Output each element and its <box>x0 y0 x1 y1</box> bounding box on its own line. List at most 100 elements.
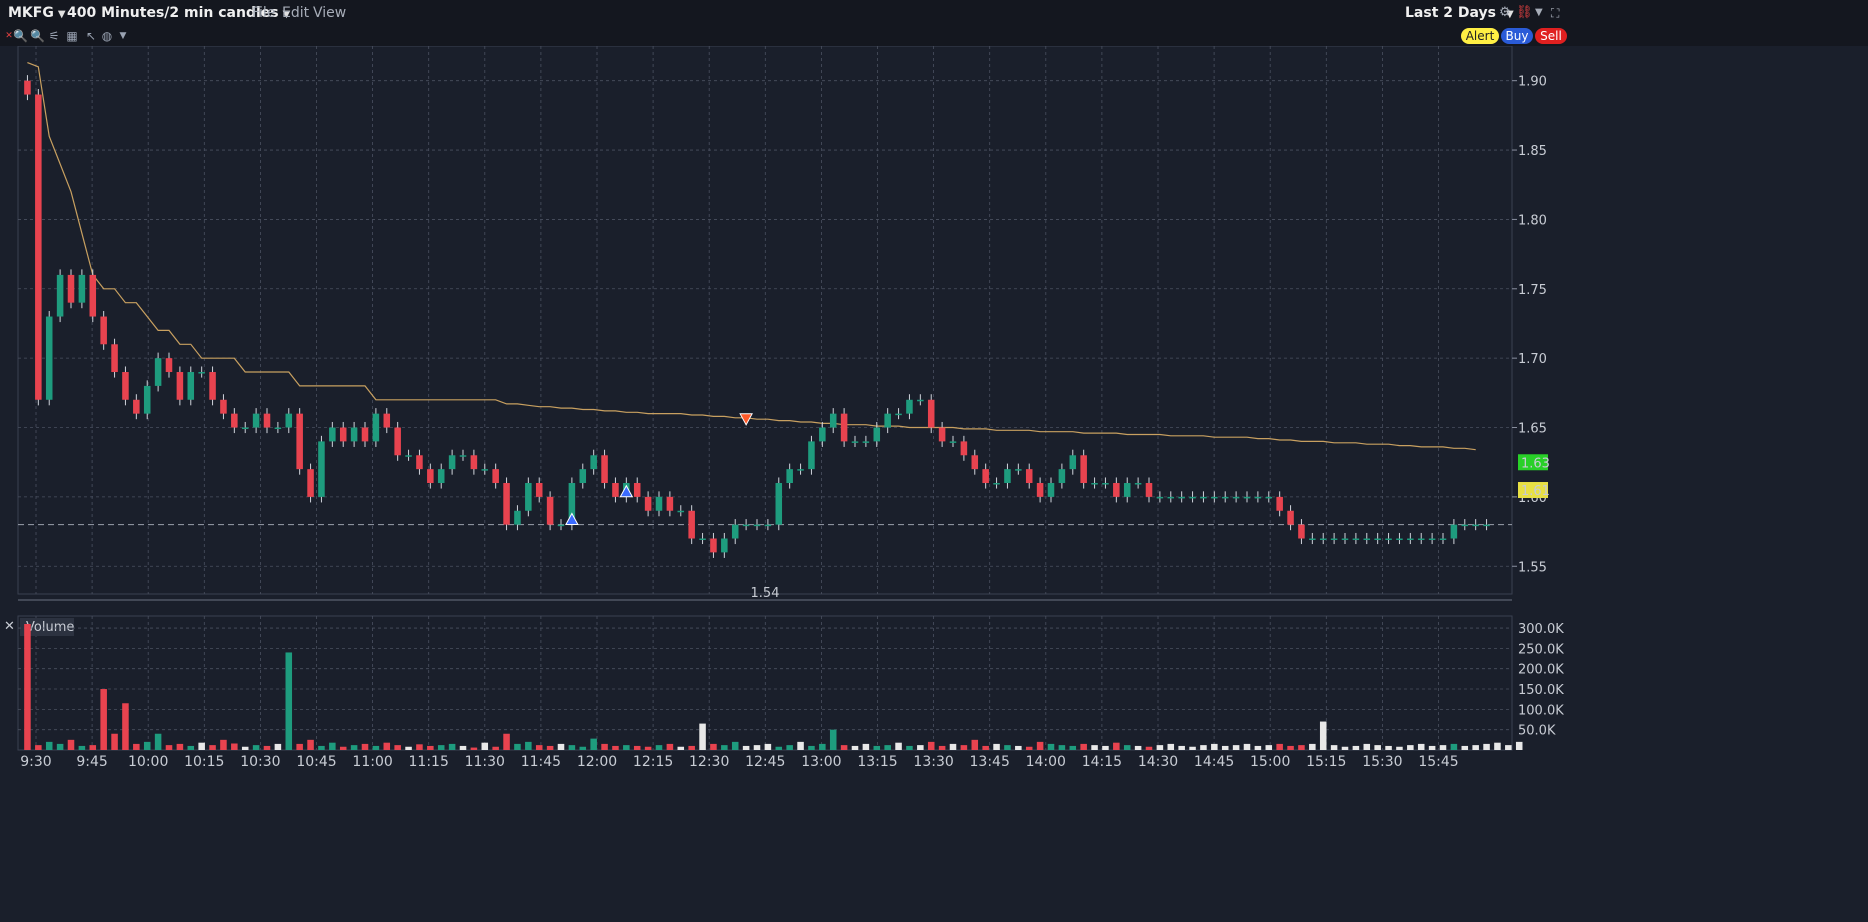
candle-body <box>1276 496 1283 511</box>
volume-bar <box>1309 743 1316 750</box>
candle-body <box>1080 455 1087 484</box>
link-icon[interactable]: ⛓ <box>1516 5 1533 20</box>
candle-body <box>1461 524 1469 527</box>
volume-bar <box>568 745 576 750</box>
volume-bar <box>372 745 380 750</box>
volume-bar <box>1407 745 1414 750</box>
candle-body <box>1341 538 1349 541</box>
close-icon[interactable]: ✕ <box>4 619 15 634</box>
candle-body <box>329 427 336 442</box>
volume-bar <box>427 745 434 750</box>
globe-icon[interactable]: ◍ <box>101 29 113 43</box>
candle-body <box>742 524 750 527</box>
chevron-down-icon[interactable]: ▼ <box>1535 7 1543 18</box>
cursor-icon[interactable]: ↖ <box>85 29 97 43</box>
volume-bar <box>448 743 456 750</box>
candle-body <box>1134 483 1142 485</box>
time-tick-label: 10:30 <box>240 754 280 770</box>
volume-bar <box>535 745 543 750</box>
volume-bar <box>405 746 412 750</box>
candle-body <box>383 413 391 428</box>
volume-bar <box>1515 741 1523 750</box>
candle-body <box>296 413 303 470</box>
volume-bar <box>1352 745 1360 750</box>
candle-body <box>1319 538 1327 541</box>
volume-bar <box>45 741 53 750</box>
volume-bar <box>459 745 467 750</box>
candle-body <box>339 427 347 442</box>
volume-tick-label: 50.0K <box>1518 724 1556 739</box>
volume-bar <box>797 741 804 750</box>
candle-body <box>1417 538 1425 541</box>
volume-bar <box>252 745 260 750</box>
candle-body <box>1069 455 1077 470</box>
calendar-icon[interactable]: ▦ <box>66 29 78 43</box>
zoom-out-icon[interactable]: 🔍 <box>30 29 45 43</box>
candle-body <box>884 413 891 428</box>
crosshair-icon[interactable]: ⚟ <box>48 29 60 43</box>
sell-signal-marker <box>739 413 753 426</box>
settings-icon[interactable]: ⚙ <box>1499 5 1511 20</box>
candle-body <box>1058 469 1066 484</box>
sell-button[interactable]: Sell <box>1535 28 1567 44</box>
volume-bar <box>731 741 739 750</box>
volume-bar <box>982 745 989 750</box>
buy-signal-marker <box>619 484 634 498</box>
volume-bar <box>514 743 521 750</box>
chevron-down-icon[interactable]: ▼ <box>119 31 127 41</box>
range-selector[interactable]: Last 2 Days ▼ <box>1405 4 1514 24</box>
interval-selector[interactable]: 400 Minutes/2 min candles ▼ <box>67 4 290 24</box>
volume-tick-label: 150.0K <box>1518 683 1564 698</box>
volume-bar <box>329 742 336 750</box>
menu-file[interactable]: File <box>252 5 276 21</box>
volume-bar <box>895 742 902 750</box>
candle-body <box>557 524 565 527</box>
candle-body <box>1004 469 1011 484</box>
zoom-in-icon[interactable]: 🔍 <box>13 29 28 43</box>
candle-body <box>45 316 53 400</box>
volume-bar <box>89 745 97 750</box>
candle-body <box>503 483 510 525</box>
candle-body <box>285 413 293 428</box>
candle-body <box>1254 496 1262 499</box>
volume-bar <box>764 743 772 750</box>
volume-bar <box>644 746 652 750</box>
candle-body <box>579 469 587 484</box>
symbol-selector[interactable]: MKFG ▼ <box>8 4 66 24</box>
candle-body <box>1015 469 1022 471</box>
time-tick-label: 12:30 <box>689 754 729 770</box>
candle-body <box>819 427 826 442</box>
candle-body <box>394 427 401 456</box>
candle-body <box>165 358 173 373</box>
candle-body <box>1221 496 1229 499</box>
candle-body <box>470 455 478 470</box>
alert-button[interactable]: Alert <box>1461 28 1499 44</box>
candle-body <box>318 441 325 497</box>
buy-signal-marker <box>565 512 579 525</box>
time-tick-label: 13:15 <box>857 754 897 770</box>
candle-body <box>67 274 75 303</box>
low-annotation: 1.54 <box>751 586 780 601</box>
candle-body <box>1145 483 1153 497</box>
candle-body <box>710 538 717 553</box>
volume-bar <box>1330 745 1338 750</box>
buy-button[interactable]: Buy <box>1501 28 1533 44</box>
time-tick-label: 12:15 <box>633 754 673 770</box>
volume-bar <box>601 743 608 750</box>
volume-bar <box>78 745 86 750</box>
candle-body <box>753 524 761 527</box>
expand-icon[interactable]: ⛶ <box>1551 6 1560 20</box>
candle-body <box>688 510 695 539</box>
menu-edit[interactable]: Edit <box>282 5 310 21</box>
price-chart[interactable]: 1.54 1.901.851.801.751.701.651.601.551.6… <box>0 46 1868 922</box>
candle-body <box>971 455 979 470</box>
time-tick-label: 14:15 <box>1082 754 1122 770</box>
menu-view[interactable]: View <box>313 5 347 21</box>
volume-bar <box>1134 745 1142 750</box>
volume-bar <box>241 746 249 750</box>
close-icon[interactable]: ✕ <box>5 31 13 41</box>
volume-bar <box>993 743 1000 750</box>
candle-body <box>143 385 151 414</box>
candle-body <box>198 372 205 374</box>
candle-body <box>873 427 881 442</box>
